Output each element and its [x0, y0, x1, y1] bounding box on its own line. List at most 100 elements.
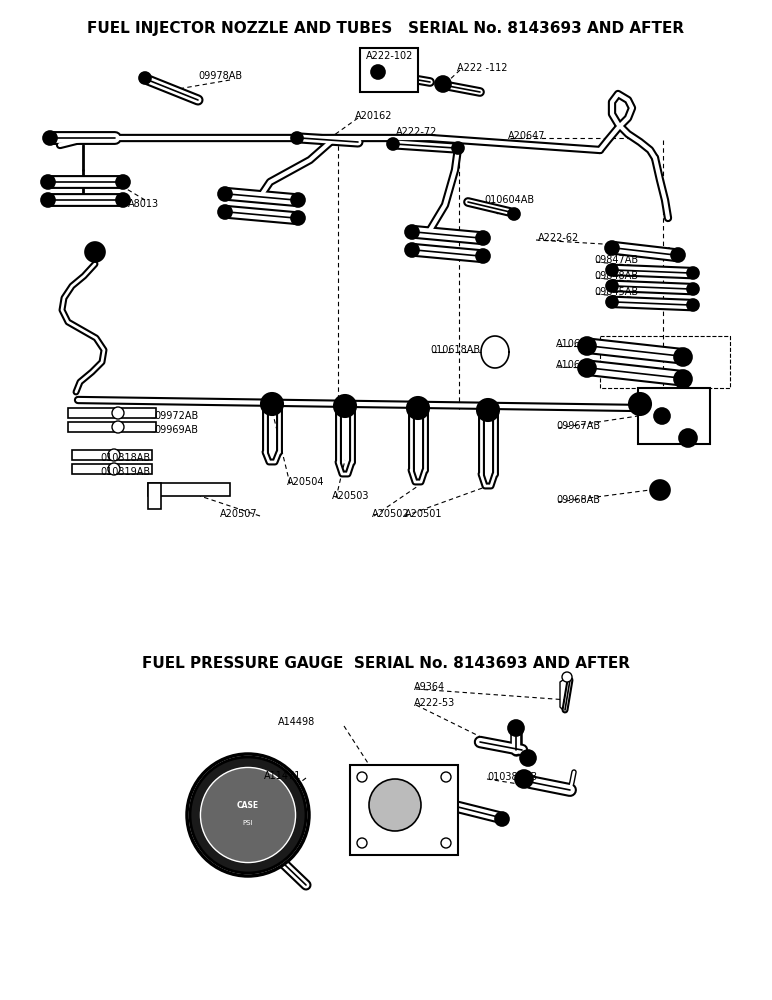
Text: A222-53: A222-53 [414, 698, 455, 708]
Circle shape [291, 193, 305, 207]
Circle shape [187, 754, 309, 876]
Circle shape [371, 65, 385, 79]
Bar [72, 450, 152, 460]
Circle shape [578, 359, 596, 377]
Circle shape [435, 76, 451, 92]
Bar [148, 483, 161, 509]
Text: 010604AB: 010604AB [484, 195, 534, 205]
Text: 09848AB: 09848AB [594, 271, 638, 281]
Text: A222-102: A222-102 [366, 51, 413, 61]
Circle shape [407, 397, 429, 419]
Circle shape [477, 399, 499, 421]
Circle shape [357, 772, 367, 782]
Circle shape [291, 132, 303, 144]
Circle shape [687, 299, 699, 311]
Text: 010618AB: 010618AB [430, 345, 480, 355]
Circle shape [116, 175, 130, 189]
Bar [638, 388, 710, 444]
Circle shape [441, 772, 451, 782]
Circle shape [41, 193, 55, 207]
Text: A222 -112: A222 -112 [457, 63, 507, 73]
Text: A20503: A20503 [332, 491, 370, 501]
Circle shape [43, 131, 57, 145]
Circle shape [139, 72, 151, 84]
Text: 09967AB: 09967AB [556, 421, 600, 431]
Text: A20501: A20501 [405, 509, 442, 519]
Text: A20162: A20162 [355, 111, 392, 121]
Circle shape [520, 750, 536, 766]
Circle shape [85, 242, 105, 262]
Text: 010319AB: 010319AB [100, 467, 150, 477]
Circle shape [606, 296, 618, 308]
Circle shape [190, 757, 306, 873]
Circle shape [291, 211, 305, 225]
Circle shape [687, 283, 699, 295]
Circle shape [112, 421, 124, 433]
Circle shape [674, 348, 692, 366]
Circle shape [108, 463, 120, 475]
Text: CASE: CASE [237, 800, 259, 810]
Circle shape [116, 193, 130, 207]
Text: A10678: A10678 [556, 339, 594, 349]
Text: A10679: A10679 [556, 360, 594, 370]
Circle shape [357, 838, 367, 848]
Circle shape [671, 248, 685, 262]
Circle shape [515, 770, 533, 788]
Circle shape [495, 812, 509, 826]
Bar [68, 422, 156, 432]
Circle shape [679, 429, 697, 447]
Text: 09845AB: 09845AB [594, 287, 638, 297]
Text: 010318AB: 010318AB [100, 453, 150, 463]
Circle shape [605, 241, 619, 255]
Circle shape [687, 267, 699, 279]
Text: A8013: A8013 [128, 199, 159, 209]
Circle shape [405, 225, 419, 239]
Text: A11471: A11471 [264, 771, 301, 781]
Text: A222-72: A222-72 [396, 127, 438, 137]
Text: FUEL INJECTOR NOZZLE AND TUBES   SERIAL No. 8143693 AND AFTER: FUEL INJECTOR NOZZLE AND TUBES SERIAL No… [87, 20, 685, 35]
Text: 09978AB: 09978AB [198, 71, 242, 81]
Circle shape [452, 142, 464, 154]
Circle shape [629, 393, 651, 415]
Text: A9364: A9364 [414, 682, 445, 692]
Text: FUEL PRESSURE GAUGE  SERIAL No. 8143693 AND AFTER: FUEL PRESSURE GAUGE SERIAL No. 8143693 A… [142, 656, 630, 672]
Circle shape [41, 175, 55, 189]
Text: A20502: A20502 [372, 509, 410, 519]
Circle shape [508, 208, 520, 220]
Circle shape [476, 231, 490, 245]
Text: 09847AB: 09847AB [594, 255, 638, 265]
Text: A222-62: A222-62 [538, 233, 579, 243]
Circle shape [578, 337, 596, 355]
Circle shape [369, 779, 421, 831]
Bar [72, 464, 152, 474]
Circle shape [476, 249, 490, 263]
Circle shape [387, 138, 399, 150]
Text: PSI: PSI [242, 820, 253, 826]
Circle shape [334, 395, 356, 417]
Circle shape [108, 449, 120, 461]
Bar [360, 48, 418, 92]
Circle shape [201, 767, 296, 863]
Circle shape [261, 393, 283, 415]
Circle shape [654, 408, 670, 424]
Text: 010381AB: 010381AB [487, 772, 537, 782]
Circle shape [441, 838, 451, 848]
Circle shape [562, 672, 572, 682]
Circle shape [218, 205, 232, 219]
Text: 09972AB: 09972AB [154, 411, 198, 421]
Circle shape [606, 264, 618, 276]
Circle shape [508, 720, 524, 736]
Bar [148, 483, 230, 496]
Bar [68, 408, 156, 418]
Text: A14498: A14498 [278, 717, 315, 727]
Circle shape [606, 280, 618, 292]
Circle shape [112, 407, 124, 419]
Text: A20647: A20647 [508, 131, 546, 141]
Text: A20504: A20504 [287, 477, 324, 487]
Text: 09968AB: 09968AB [556, 495, 600, 505]
Circle shape [674, 370, 692, 388]
Text: 09969AB: 09969AB [154, 425, 198, 435]
Circle shape [218, 187, 232, 201]
Circle shape [650, 480, 670, 500]
Circle shape [405, 243, 419, 257]
